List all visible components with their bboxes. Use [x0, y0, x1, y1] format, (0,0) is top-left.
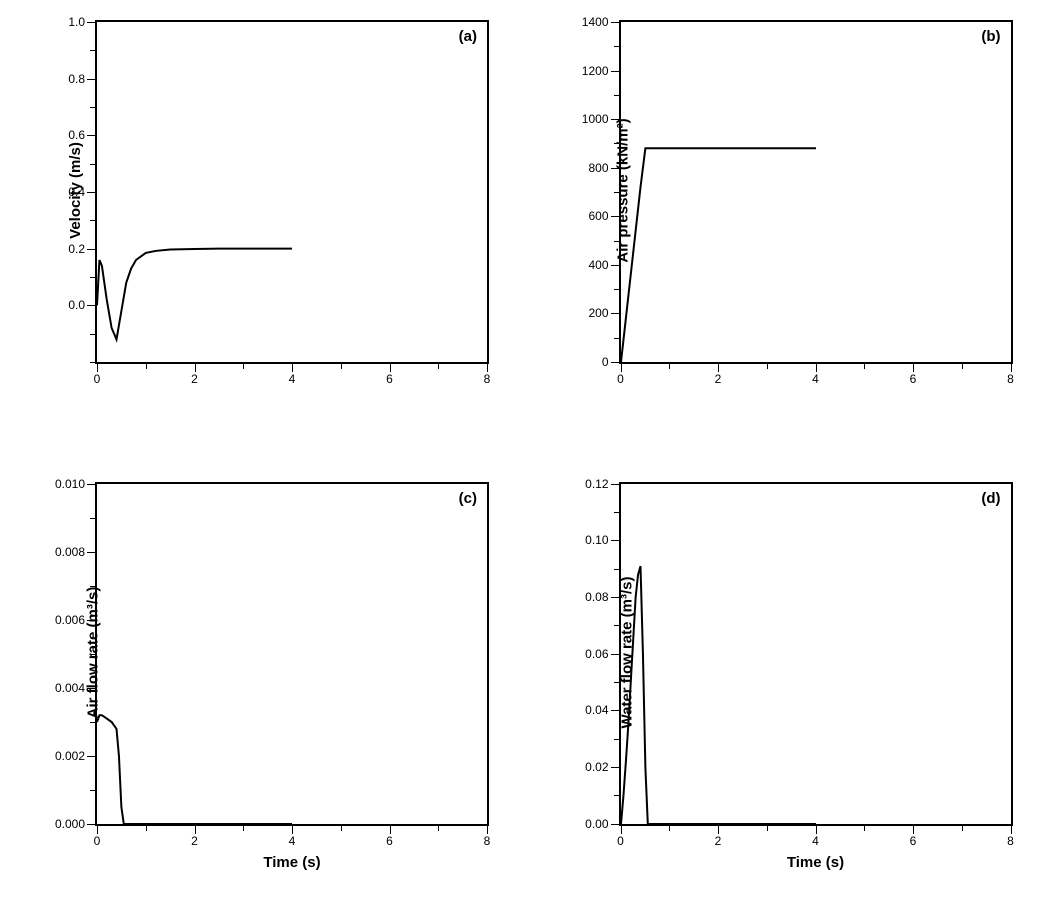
- panel-c: 0 2 4 6 8 0.000 0.002 0.004 0.006 0.008 0.010 (c) Ti…: [0, 462, 524, 923]
- x-axis-title: Time (s): [621, 854, 1011, 871]
- y-tick-label: 0.8: [68, 72, 85, 86]
- y-tick-label: 0.2: [68, 242, 85, 256]
- y-tick-label: 0.02: [585, 760, 608, 774]
- x-tick-label: 0: [94, 834, 101, 848]
- x-tick-label: 2: [715, 834, 722, 848]
- x-tick-label: 0: [94, 372, 101, 386]
- x-tick-label: 6: [386, 834, 393, 848]
- y-tick-label: 0.002: [55, 749, 85, 763]
- y-tick-label: 0.00: [585, 817, 608, 831]
- y-tick-label: 600: [588, 209, 608, 223]
- panel-d: 0 2 4 6 8 0.00 0.02 0.04 0.06 0.08 0.10 0.12 (d) Time…: [524, 462, 1047, 923]
- x-axis-title: Time (s): [97, 854, 487, 871]
- x-tick-label: 0: [617, 372, 624, 386]
- x-tick-label: 2: [715, 372, 722, 386]
- series-line-a: [97, 22, 487, 362]
- plot-area-d: 024680.000.020.040.060.080.100.12(d)Time…: [619, 482, 1013, 826]
- y-tick-label: 0.06: [585, 647, 608, 661]
- plot-area-b: 024680200400600800100012001400(b)Air pre…: [619, 20, 1013, 364]
- x-tick-label: 0: [617, 834, 624, 848]
- y-tick-label: 0: [602, 355, 609, 369]
- y-tick-label: 0.000: [55, 817, 85, 831]
- x-tick-label: 6: [910, 372, 917, 386]
- plot-area-a: 024680.00.20.40.60.81.0(a)Velocity (m/s): [95, 20, 489, 364]
- x-tick-label: 4: [289, 372, 296, 386]
- y-tick-label: 0.008: [55, 545, 85, 559]
- x-tick-label: 8: [484, 372, 491, 386]
- y-axis-title: Air flow rate (m³/s): [84, 586, 101, 718]
- y-tick-label: 0.10: [585, 533, 608, 547]
- y-tick-label: 0.006: [55, 613, 85, 627]
- x-tick-label: 8: [1007, 834, 1014, 848]
- y-tick-label: 1400: [582, 15, 609, 29]
- y-tick-label: 0.6: [68, 128, 85, 142]
- y-axis-title: Air pressure (kN/m²): [614, 118, 631, 262]
- panel-b: 0 2 4 6 8 0 200 400 600 800 1000 1200 1400 (b) Air pre…: [524, 0, 1047, 462]
- series-line-b: [621, 22, 1011, 362]
- y-tick-label: 0.04: [585, 703, 608, 717]
- x-tick-label: 8: [484, 834, 491, 848]
- y-tick-label: 1000: [582, 112, 609, 126]
- x-tick-label: 4: [289, 834, 296, 848]
- y-axis-title: Velocity (m/s): [67, 142, 84, 239]
- x-tick-label: 4: [812, 834, 819, 848]
- x-tick-label: 6: [386, 372, 393, 386]
- x-tick-label: 2: [191, 372, 198, 386]
- x-tick-label: 2: [191, 834, 198, 848]
- panel-label-d: (d): [981, 490, 1000, 507]
- x-tick-label: 6: [910, 834, 917, 848]
- y-tick-label: 200: [588, 306, 608, 320]
- plot-area-c: 024680.0000.0020.0040.0060.0080.010(c)Ti…: [95, 482, 489, 826]
- y-tick-label: 1200: [582, 64, 609, 78]
- series-line-d: [621, 484, 1011, 824]
- y-tick-label: 0.004: [55, 681, 85, 695]
- y-tick-label: 0.12: [585, 477, 608, 491]
- y-tick-label: 400: [588, 258, 608, 272]
- y-tick-label: 1.0: [68, 15, 85, 29]
- panel-label-c: (c): [459, 490, 477, 507]
- figure-grid: 024680.00.20.40.60.81.0(a)Velocity (m/s)…: [0, 0, 1047, 923]
- panel-label-a: (a): [459, 28, 477, 45]
- x-tick-label: 4: [812, 372, 819, 386]
- y-tick-label: 800: [588, 161, 608, 175]
- y-tick-label: 0.08: [585, 590, 608, 604]
- panel-a: 024680.00.20.40.60.81.0(a)Velocity (m/s): [0, 0, 524, 462]
- y-axis-title: Water flow rate (m³/s): [618, 576, 635, 728]
- series-line-c: [97, 484, 487, 824]
- y-tick-label: 0.010: [55, 477, 85, 491]
- panel-label-b: (b): [981, 28, 1000, 45]
- x-tick-label: 8: [1007, 372, 1014, 386]
- y-tick-label: 0.0: [68, 298, 85, 312]
